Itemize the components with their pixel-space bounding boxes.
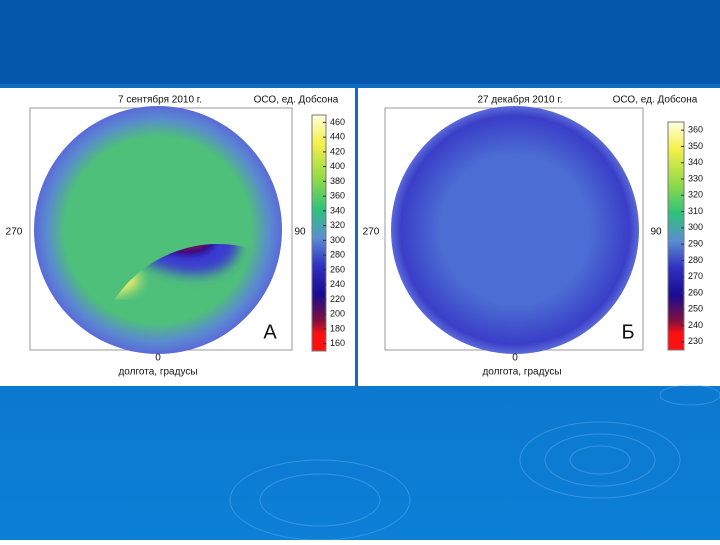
colorbar-tick-label: 340 — [688, 157, 703, 167]
lon-label: 90 — [294, 227, 306, 238]
panel: 27 декабря 2010 г. ОСО, ед. Добсона 270 … — [363, 94, 698, 378]
colorbar-tick-label: 350 — [688, 141, 703, 151]
colorbar-tick-label: 320 — [688, 190, 703, 200]
panel: 7 сентября 2010 г. ОСО, ед. Добсона 270 … — [6, 94, 339, 378]
colorbar-tick-label: 270 — [688, 271, 703, 281]
colorbar-tick-label: 290 — [688, 239, 703, 249]
map-disc — [34, 106, 282, 354]
title: 27 декабря 2010 г. — [477, 94, 562, 106]
colorbar-tick-label: 250 — [688, 304, 703, 314]
colorbar-tick-label: 440 — [330, 132, 345, 142]
colorbar-tick-label: 360 — [330, 191, 345, 201]
colorbar-tick-label: 180 — [330, 323, 345, 333]
colorbar-tick-label: 260 — [330, 264, 345, 274]
colorbar-tick-label: 400 — [330, 161, 345, 171]
colorbar-tick-label: 380 — [330, 176, 345, 186]
lon-label: 0 — [155, 353, 161, 364]
colorbar — [667, 121, 685, 351]
colorbar-tick-label: 280 — [330, 250, 345, 260]
colorbar-tick-label: 240 — [330, 279, 345, 289]
header-band — [0, 0, 720, 84]
colorbar-tick-label: 240 — [688, 320, 703, 330]
colorbar-tick-label: 160 — [330, 338, 345, 348]
colorbar-tick-label: 200 — [330, 309, 345, 319]
colorbar-tick-label: 320 — [330, 220, 345, 230]
colorbar-tick-label: 230 — [688, 336, 703, 346]
title: 7 сентября 2010 г. — [118, 94, 202, 106]
unit: ОСО, ед. Добсона — [254, 94, 339, 106]
lon-label: 90 — [650, 227, 662, 238]
colorbar-tick-label: 280 — [688, 255, 703, 265]
colorbar-tick-label: 300 — [330, 235, 345, 245]
panel-letter: Б — [621, 321, 634, 343]
colorbar-tick-label: 330 — [688, 173, 703, 183]
colorbar-tick-label: 220 — [330, 294, 345, 304]
unit: ОСО, ед. Добсона — [613, 94, 698, 106]
x-label: долгота, градусы — [118, 367, 197, 378]
x-label: долгота, градусы — [482, 367, 561, 378]
map-disc — [391, 106, 639, 354]
colorbar-tick-label: 460 — [330, 117, 345, 127]
lon-label: 270 — [363, 227, 380, 238]
colorbar-tick-label: 340 — [330, 205, 345, 215]
panel-letter: А — [263, 321, 277, 343]
lon-label: 0 — [512, 353, 518, 364]
lon-label: 270 — [6, 227, 23, 238]
divider — [355, 88, 358, 386]
colorbar-tick-label: 260 — [688, 287, 703, 297]
colorbar-tick-label: 420 — [330, 146, 345, 156]
colorbar-tick-label: 300 — [688, 222, 703, 232]
colorbar-tick-label: 310 — [688, 206, 703, 216]
colorbar-tick-label: 360 — [688, 125, 703, 135]
colorbar — [311, 114, 327, 352]
